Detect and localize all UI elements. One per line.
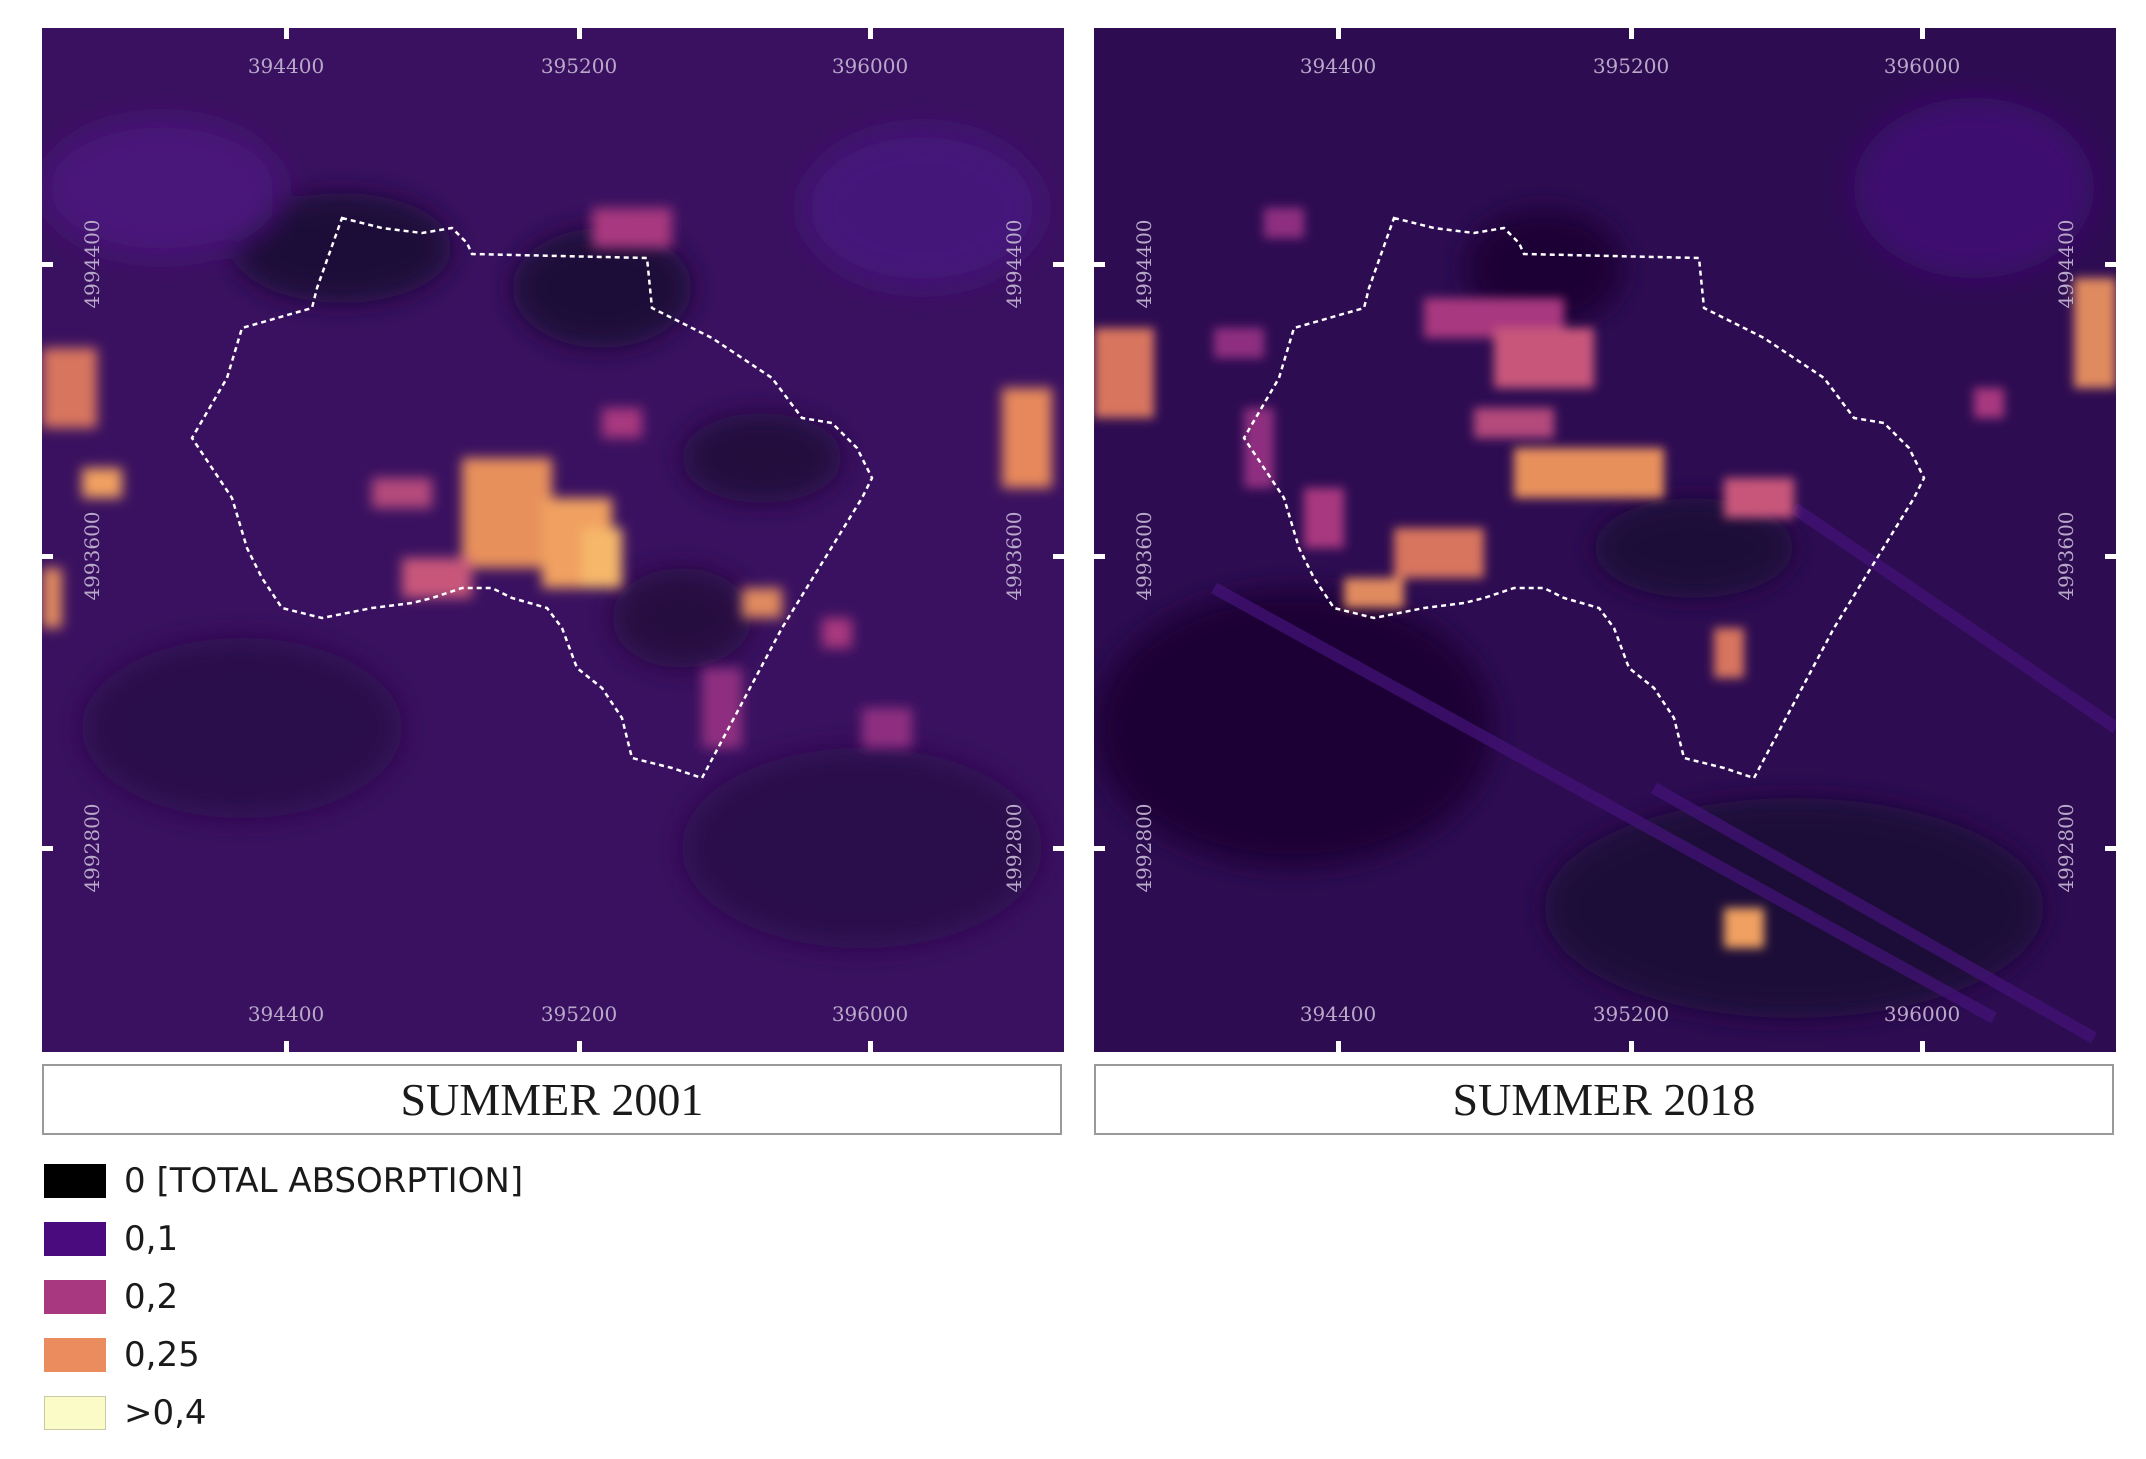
- bright-patches-2001: [42, 208, 1052, 748]
- y-coordinate-label: 4992800: [1002, 803, 1026, 893]
- tick-mark: [1629, 28, 1634, 39]
- y-coordinate-label: 4993600: [1002, 511, 1026, 601]
- legend-item: 0,1: [44, 1210, 523, 1268]
- legend-item: 0,2: [44, 1268, 523, 1326]
- legend-swatch: [44, 1396, 106, 1430]
- legend-swatch: [44, 1222, 106, 1256]
- tick-mark: [2105, 262, 2116, 267]
- legend-label: 0,25: [124, 1335, 200, 1375]
- map-panel-2018: 394400 395200 396000 394400 395200 39600…: [1094, 28, 2116, 1052]
- y-coordinate-label: 4992800: [80, 803, 104, 893]
- y-coordinate-label: 4994400: [2054, 219, 2078, 309]
- legend-item: 0,25: [44, 1326, 523, 1384]
- legend-swatch: [44, 1338, 106, 1372]
- x-coordinate-label: 395200: [1592, 54, 1670, 78]
- x-coordinate-label: 394400: [1299, 1002, 1377, 1026]
- y-coordinate-label: 4992800: [2054, 803, 2078, 893]
- legend-item: 0 [TOTAL ABSORPTION]: [44, 1152, 523, 1210]
- x-coordinate-label: 396000: [831, 1002, 909, 1026]
- x-coordinate-label: 395200: [540, 1002, 618, 1026]
- tick-mark: [577, 1041, 582, 1052]
- x-coordinate-label: 396000: [831, 54, 909, 78]
- tick-mark: [1920, 28, 1925, 39]
- tick-mark: [1094, 846, 1105, 851]
- legend-label: 0 [TOTAL ABSORPTION]: [124, 1161, 524, 1201]
- tick-mark: [1336, 28, 1341, 39]
- study-area-boundary-2001: [190, 216, 874, 780]
- tick-mark: [868, 1041, 873, 1052]
- x-coordinate-label: 394400: [247, 1002, 325, 1026]
- tick-mark: [1053, 846, 1064, 851]
- linear-features-2018: [1211, 503, 2116, 1044]
- dark-patches-2001: [42, 118, 1042, 948]
- tick-mark: [1053, 554, 1064, 559]
- dark-patches-2018: [1094, 98, 2094, 1018]
- x-coordinate-label: 396000: [1883, 54, 1961, 78]
- y-coordinate-label: 4994400: [80, 219, 104, 309]
- tick-mark: [1094, 262, 1105, 267]
- tick-mark: [284, 28, 289, 39]
- map-panel-2001: 394400 395200 396000 394400 395200 39600…: [42, 28, 1064, 1052]
- legend-label: >0,4: [124, 1393, 207, 1433]
- x-coordinate-label: 395200: [1592, 1002, 1670, 1026]
- study-area-boundary-2018: [1242, 216, 1926, 780]
- y-coordinate-label: 4994400: [1132, 219, 1156, 309]
- tick-mark: [577, 28, 582, 39]
- reflectance-raster-2001: [42, 28, 1064, 1052]
- legend-swatch: [44, 1164, 106, 1198]
- y-coordinate-label: 4994400: [1002, 219, 1026, 309]
- tick-mark: [868, 28, 873, 39]
- tick-mark: [42, 262, 53, 267]
- y-coordinate-label: 4993600: [80, 511, 104, 601]
- legend-item: >0,4: [44, 1384, 523, 1442]
- tick-mark: [2105, 554, 2116, 559]
- tick-mark: [1053, 262, 1064, 267]
- bright-patches-2018: [1094, 208, 2116, 948]
- tick-mark: [1920, 1041, 1925, 1052]
- y-coordinate-label: 4993600: [1132, 511, 1156, 601]
- tick-mark: [2105, 846, 2116, 851]
- legend-swatch: [44, 1280, 106, 1314]
- tick-mark: [1094, 554, 1105, 559]
- tick-mark: [1336, 1041, 1341, 1052]
- tick-mark: [1629, 1041, 1634, 1052]
- y-coordinate-label: 4992800: [1132, 803, 1156, 893]
- legend-label: 0,1: [124, 1219, 179, 1259]
- legend-label: 0,2: [124, 1277, 179, 1317]
- map-caption-2018: SUMMER 2018: [1094, 1064, 2114, 1135]
- x-coordinate-label: 395200: [540, 54, 618, 78]
- tick-mark: [42, 846, 53, 851]
- x-coordinate-label: 394400: [1299, 54, 1377, 78]
- tick-mark: [42, 554, 53, 559]
- y-coordinate-label: 4993600: [2054, 511, 2078, 601]
- legend: 0 [TOTAL ABSORPTION] 0,1 0,2 0,25 >0,4: [44, 1152, 523, 1442]
- tick-mark: [284, 1041, 289, 1052]
- reflectance-raster-2018: [1094, 28, 2116, 1052]
- x-coordinate-label: 394400: [247, 54, 325, 78]
- map-caption-2001: SUMMER 2001: [42, 1064, 1062, 1135]
- x-coordinate-label: 396000: [1883, 1002, 1961, 1026]
